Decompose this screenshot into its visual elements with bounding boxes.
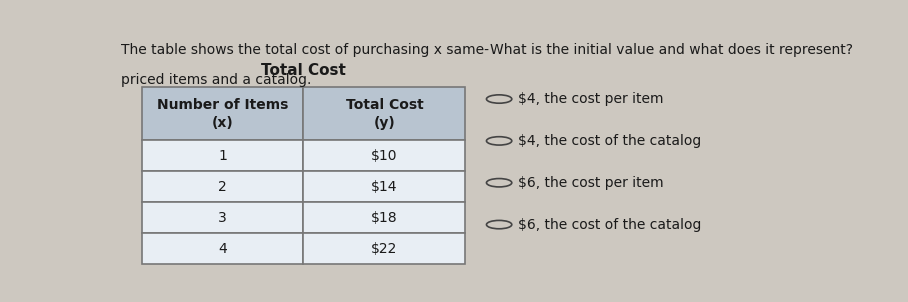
Bar [142, 140, 303, 171]
Text: $22: $22 [371, 242, 398, 256]
Text: 3: 3 [218, 211, 227, 225]
Text: $6, the cost per item: $6, the cost per item [518, 176, 664, 190]
Text: Number of Items
(x): Number of Items (x) [157, 98, 288, 130]
Text: $4, the cost per item: $4, the cost per item [518, 92, 664, 106]
Text: What is the initial value and what does it represent?: What is the initial value and what does … [490, 43, 853, 57]
Text: 4: 4 [218, 242, 227, 256]
Bar [303, 171, 466, 202]
Text: The table shows the total cost of purchasing x same-: The table shows the total cost of purcha… [121, 43, 489, 57]
Bar [142, 87, 303, 140]
Text: 2: 2 [218, 180, 227, 194]
Text: Total Cost
(y): Total Cost (y) [346, 98, 423, 130]
Text: $18: $18 [371, 211, 398, 225]
Bar [303, 140, 466, 171]
Text: 1: 1 [218, 149, 227, 163]
Bar [303, 202, 466, 233]
Text: priced items and a catalog.: priced items and a catalog. [121, 73, 311, 88]
Bar [142, 202, 303, 233]
Text: $14: $14 [371, 180, 398, 194]
Bar [142, 233, 303, 264]
Text: $10: $10 [371, 149, 398, 163]
Bar [303, 233, 466, 264]
Text: $4, the cost of the catalog: $4, the cost of the catalog [518, 134, 701, 148]
Text: Total Cost: Total Cost [262, 63, 346, 78]
Bar [303, 87, 466, 140]
Bar [142, 171, 303, 202]
Text: $6, the cost of the catalog: $6, the cost of the catalog [518, 218, 702, 232]
